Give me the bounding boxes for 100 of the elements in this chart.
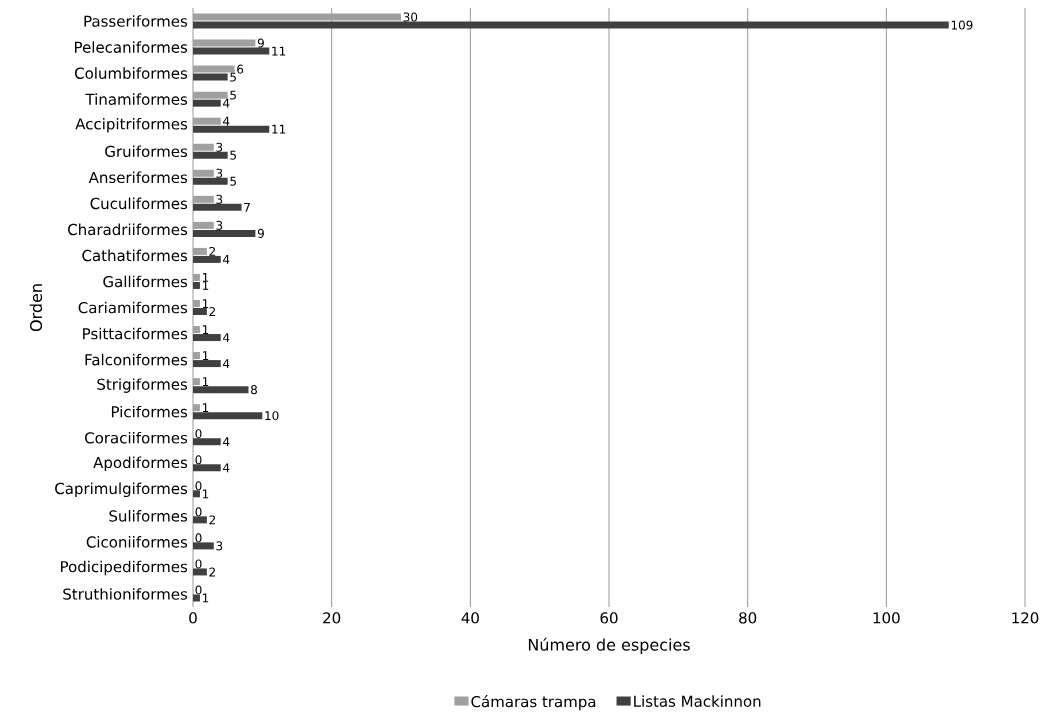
data-label: 4 [223, 333, 230, 342]
y-tick-label: Accipitriformes [75, 117, 188, 133]
data-label: 11 [272, 46, 286, 56]
y-tick-label: Columbiformes [75, 67, 188, 79]
x-axis-title: Número de especies [528, 637, 690, 654]
bar [193, 542, 214, 550]
data-label: 2 [209, 515, 215, 525]
bar [193, 360, 221, 368]
bar [193, 412, 263, 420]
data-label: 0 [195, 585, 202, 595]
bar [193, 334, 221, 342]
y-tick-label: Cuculiformes [90, 197, 188, 210]
bar [193, 308, 207, 315]
y-tick-label: Ciconiiformes [86, 536, 188, 548]
data-label: 5 [230, 72, 236, 82]
data-label: 7 [244, 202, 250, 212]
bar [193, 516, 207, 524]
bar [193, 281, 200, 289]
data-label: 1 [202, 403, 209, 413]
bar [193, 438, 221, 446]
x-tick-label: 120 [1012, 612, 1039, 624]
data-label: 5 [230, 90, 236, 100]
data-label: 8 [250, 385, 257, 395]
data-label: 5 [230, 150, 236, 160]
y-tick-label: Galliformes [103, 275, 188, 288]
y-tick-label: Anseriformes [88, 171, 188, 184]
bar [193, 386, 249, 394]
x-tick-label: 0 [189, 612, 197, 624]
data-label: 1 [202, 377, 209, 387]
y-tick-label: Passeriformes [84, 15, 188, 27]
bar [193, 490, 200, 498]
y-tick-label: Falconiformes [85, 353, 188, 366]
data-label: 4 [223, 116, 230, 126]
data-label: 1 [202, 489, 209, 499]
data-label: 2 [209, 567, 215, 577]
data-label: 4 [223, 255, 230, 264]
data-label: 0 [195, 481, 202, 491]
x-tick-label: 20 [323, 612, 341, 624]
bar [193, 73, 228, 81]
bar [193, 203, 242, 211]
y-tick-label: Struthioniformes [63, 588, 188, 600]
y-tick-label: Piciformes [111, 405, 188, 418]
data-label: 0 [195, 533, 202, 543]
data-label: 3 [216, 142, 223, 152]
x-tick-label: 40 [461, 612, 479, 624]
data-label: 0 [195, 455, 202, 465]
y-tick-label: Charadriiformes [68, 223, 188, 236]
bar [193, 568, 207, 576]
data-label: 3 [216, 168, 223, 178]
data-label: 3 [216, 220, 223, 230]
data-label: 1 [202, 351, 209, 360]
y-tick-label: Podicipediformes [61, 560, 188, 576]
bar [193, 177, 228, 185]
bar [193, 47, 270, 55]
data-label: 1 [202, 325, 209, 334]
data-label: 11 [272, 124, 286, 134]
data-label: 3 [216, 194, 223, 204]
data-label: 1 [202, 593, 209, 603]
y-tick-label: Suliformes [109, 510, 188, 522]
bar [193, 229, 256, 237]
legend-label: Cámaras trampa [471, 695, 596, 711]
y-tick-label: Coraciiformes [85, 431, 188, 444]
data-label: 109 [951, 20, 973, 30]
bar [193, 255, 221, 263]
data-label: 3 [216, 541, 223, 551]
data-label: 4 [223, 437, 230, 447]
data-label: 6 [237, 64, 244, 74]
y-tick-label: Psittaciformes [83, 327, 188, 340]
y-tick-label: Cathatiformes [82, 249, 188, 262]
x-tick-label: 80 [739, 612, 757, 624]
data-label: 9 [257, 228, 264, 238]
data-label: 30 [403, 12, 418, 22]
bar [193, 125, 270, 133]
data-label: 0 [195, 429, 202, 439]
data-label: 4 [223, 359, 230, 368]
y-axis-title: Orden [29, 284, 43, 332]
bar [193, 21, 949, 29]
data-label: 1 [202, 281, 209, 290]
data-label: 0 [195, 507, 202, 517]
data-label: 10 [265, 411, 279, 421]
bar [193, 594, 200, 602]
data-label: 4 [223, 463, 230, 473]
y-tick-label: Tinamiformes [85, 93, 188, 105]
data-label: 5 [230, 176, 236, 186]
data-label: 2 [209, 246, 215, 256]
y-tick-label: Gruiformes [105, 145, 188, 158]
data-label: 2 [209, 307, 215, 316]
x-tick-label: 60 [600, 612, 618, 624]
data-label: 0 [195, 559, 202, 569]
y-tick-label: Pelecaniformes [75, 41, 188, 53]
y-tick-label: Caprimulgiformes [55, 482, 188, 498]
bar [193, 151, 228, 159]
bar [193, 464, 221, 472]
data-label: 1 [202, 299, 209, 308]
bar [193, 99, 221, 107]
legend-label: Listas Mackinnon [634, 695, 761, 707]
y-tick-label: Cariamiformes [78, 301, 188, 314]
data-label: 4 [223, 98, 230, 108]
y-tick-label: Apodiformes [93, 456, 188, 472]
x-tick-label: 100 [873, 612, 900, 624]
